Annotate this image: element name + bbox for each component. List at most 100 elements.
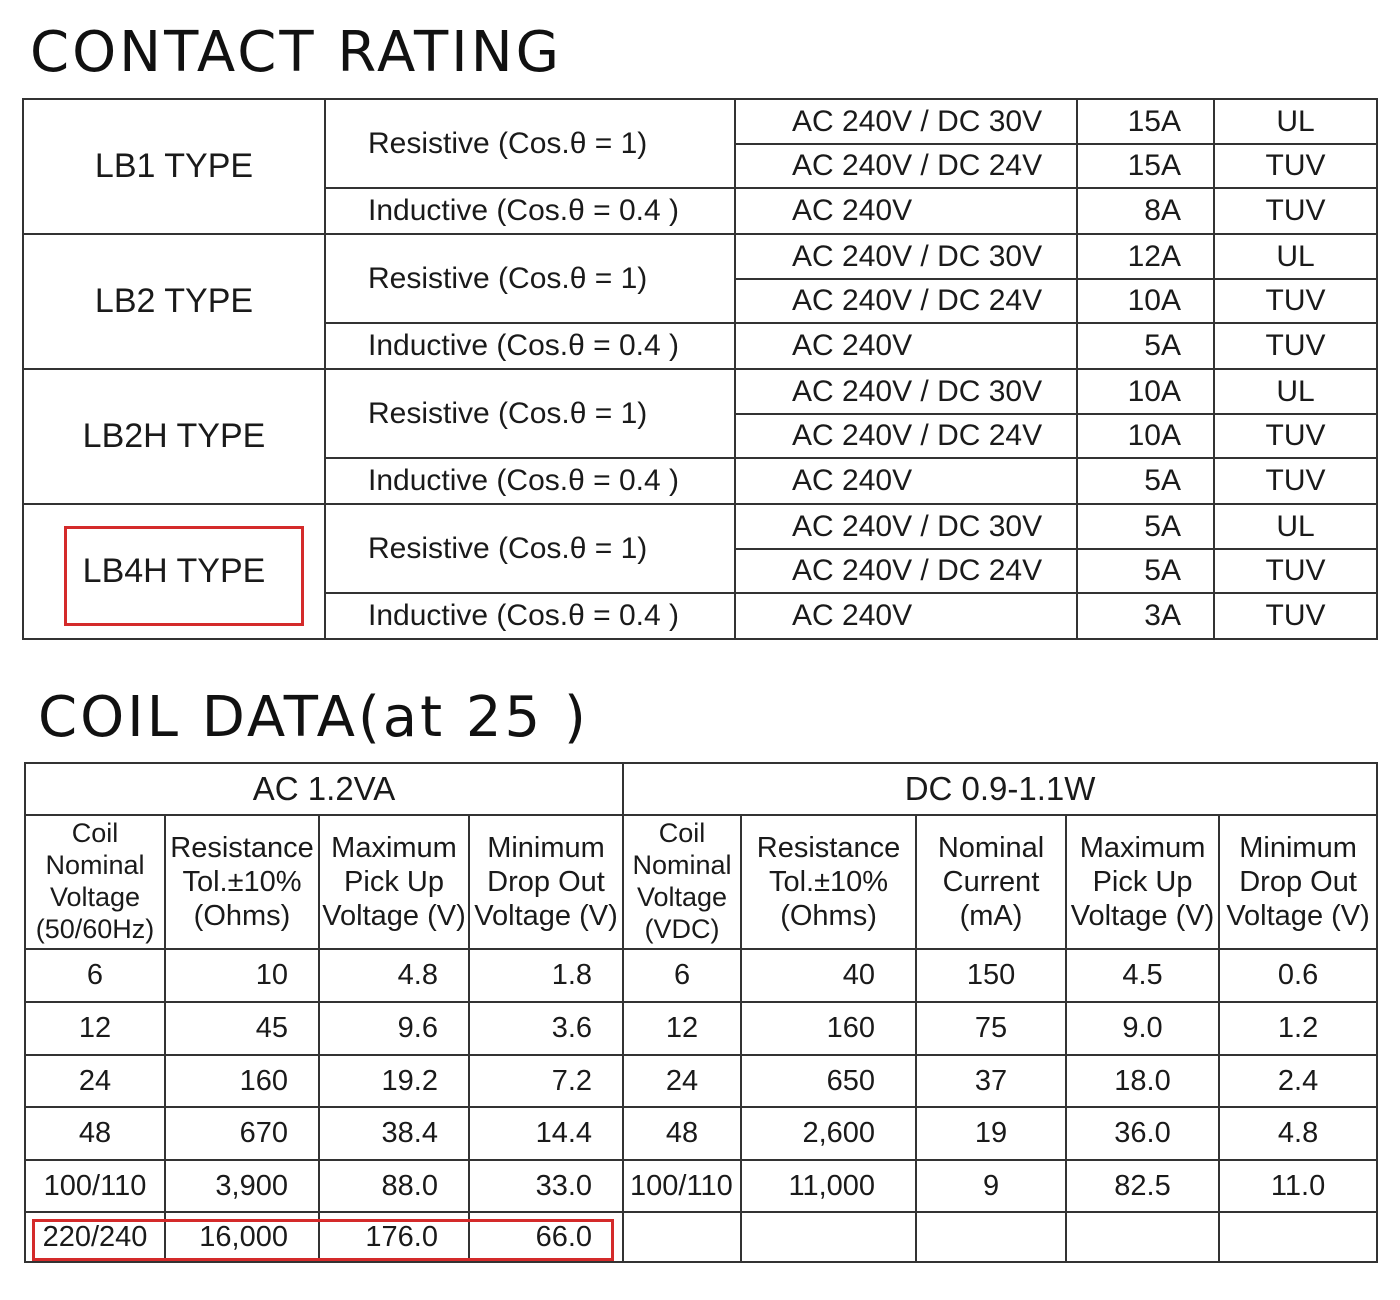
column-header-line: Drop Out	[1239, 865, 1357, 898]
approval-standard-cell: TUV	[1213, 187, 1378, 235]
column-header-line: Nominal	[45, 850, 145, 881]
rated-voltage-cell: AC 240V / DC 30V	[734, 503, 1078, 550]
coil-data-table: AC 1.2VA DC 0.9-1.1W Coil Nominal Voltage (50…	[23, 762, 1379, 1263]
rated-voltage-cell: AC 240V / DC 24V	[734, 143, 1078, 189]
column-header-line: Voltage (V)	[474, 900, 618, 933]
dc-nominal-voltage-cell: 12	[622, 1001, 743, 1056]
contact-row: AC 240V / DC 24V 5A TUV	[23, 548, 1378, 594]
ac-value-cell: 4.8	[318, 948, 470, 1003]
contact-row: AC 240V / DC 24V 10A TUV	[23, 278, 1378, 324]
rated-voltage-cell: AC 240V / DC 24V	[734, 413, 1078, 459]
dc-nominal-voltage-cell	[622, 1211, 743, 1263]
rated-voltage-cell: AC 240V	[734, 322, 1078, 370]
dc-value-cell	[740, 1211, 918, 1263]
rated-current-cell: 15A	[1076, 98, 1215, 145]
rated-current-cell: 10A	[1076, 413, 1215, 459]
column-header-line: Drop Out	[487, 865, 605, 898]
dc-value-cell: 36.0	[1065, 1106, 1221, 1161]
approval-standard-cell: TUV	[1213, 278, 1378, 324]
ac-nominal-voltage-cell: 12	[24, 1001, 166, 1056]
approval-standard-cell: TUV	[1213, 592, 1378, 640]
ac-value-cell: 16,000	[164, 1211, 320, 1263]
column-header-line: (mA)	[959, 900, 1023, 933]
column-header-line: Tol.±10%	[768, 865, 889, 898]
column-header-line: (Ohms)	[780, 900, 877, 933]
column-header: Resistance Tol.±10% (Ohms)	[740, 814, 918, 950]
rated-current-cell: 5A	[1076, 503, 1215, 550]
column-header: Coil Nominal Voltage (VDC)	[622, 814, 743, 950]
inductive-load-label: Inductive (Cos.θ = 0.4 )	[324, 322, 736, 370]
column-header-line: Voltage (V)	[1070, 900, 1215, 933]
coil-data-row: 6 10 4.8 1.8 6 40 150 4.5 0.6	[24, 948, 1379, 1003]
resistive-load-label: Resistive (Cos.θ = 1)	[324, 233, 736, 324]
rated-current-cell: 5A	[1076, 457, 1215, 505]
contact-row: LB4H TYPE Resistive (Cos.θ = 1) AC 240V / …	[22, 503, 1378, 640]
dc-value-cell: 11.0	[1218, 1159, 1379, 1213]
inductive-load-label: Inductive (Cos.θ = 0.4 )	[324, 592, 736, 640]
ac-nominal-voltage-cell: 220/240	[24, 1211, 166, 1263]
ac-value-cell: 9.6	[318, 1001, 470, 1056]
dc-value-cell: 82.5	[1065, 1159, 1221, 1213]
coil-data-row: 100/110 3,900 88.0 33.0 100/110 11,000 9 82.5 11…	[24, 1159, 1379, 1213]
approval-standard-cell: UL	[1213, 368, 1378, 415]
contact-rating-title: CONTACT RATING	[30, 20, 562, 85]
approval-standard-cell: UL	[1213, 233, 1378, 280]
ac-value-cell: 176.0	[318, 1211, 470, 1263]
ac-value-cell: 45	[164, 1001, 320, 1056]
coil-group-header-row: AC 1.2VA DC 0.9-1.1W	[23, 762, 1379, 816]
rated-current-cell: 5A	[1076, 322, 1215, 370]
column-header: Maximum Pick Up Voltage (V)	[318, 814, 470, 950]
approval-standard-cell: UL	[1213, 503, 1378, 550]
coil-data-title: COIL DATA(at 25 )	[38, 685, 589, 750]
dc-value-cell: 9	[915, 1159, 1068, 1213]
coil-data-row: 220/240 16,000 176.0 66.0	[24, 1211, 1379, 1263]
dc-value-cell	[915, 1211, 1068, 1263]
approval-standard-cell: TUV	[1213, 143, 1378, 189]
column-header-line: Nominal	[937, 831, 1045, 864]
dc-nominal-voltage-cell: 48	[622, 1106, 743, 1161]
column-header-line: (VDC)	[644, 913, 720, 944]
inductive-load-label: Inductive (Cos.θ = 0.4 )	[324, 187, 736, 235]
dc-value-cell: 650	[740, 1054, 918, 1108]
rated-voltage-cell: AC 240V / DC 30V	[734, 233, 1078, 280]
approval-standard-cell: TUV	[1213, 322, 1378, 370]
dc-value-cell	[1218, 1211, 1379, 1263]
column-header: Coil Nominal Voltage (50/60Hz)	[24, 814, 166, 950]
column-header-line: Nominal	[632, 850, 732, 881]
contact-row: LB2 TYPE Resistive (Cos.θ = 1) AC 240V / D…	[22, 233, 1378, 370]
dc-value-cell: 150	[915, 948, 1068, 1003]
ac-value-cell: 38.4	[318, 1106, 470, 1161]
ac-value-cell: 160	[164, 1054, 320, 1108]
dc-value-cell: 37	[915, 1054, 1068, 1108]
rated-voltage-cell: AC 240V / DC 30V	[734, 98, 1078, 145]
rated-voltage-cell: AC 240V / DC 30V	[734, 368, 1078, 415]
column-header-line: Coil	[658, 818, 706, 849]
resistive-load-label: Resistive (Cos.θ = 1)	[324, 98, 736, 189]
dc-nominal-voltage-cell: 24	[622, 1054, 743, 1108]
column-header-line: Voltage	[49, 882, 141, 912]
dc-value-cell: 2.4	[1218, 1054, 1379, 1108]
resistive-load-label: Resistive (Cos.θ = 1)	[324, 503, 736, 594]
dc-value-cell: 2,600	[740, 1106, 918, 1161]
ac-value-cell: 1.8	[467, 948, 625, 1003]
ac-value-cell: 33.0	[467, 1159, 625, 1213]
dc-value-cell	[1065, 1211, 1221, 1263]
dc-nominal-voltage-cell: 100/110	[622, 1159, 743, 1213]
dc-value-cell: 19	[915, 1106, 1068, 1161]
column-header-line: Maximum	[1079, 831, 1206, 864]
ac-nominal-voltage-cell: 48	[24, 1106, 166, 1161]
column-header-line: Pick Up	[1092, 865, 1193, 898]
column-header: Minimum Drop Out Voltage (V)	[1218, 814, 1379, 950]
contact-row: Inductive (Cos.θ = 0.4 ) AC 240V 5A TUV	[23, 322, 1378, 370]
ac-nominal-voltage-cell: 100/110	[24, 1159, 166, 1213]
dc-value-cell: 40	[740, 948, 918, 1003]
dc-value-cell: 18.0	[1065, 1054, 1221, 1108]
contact-row: AC 240V / DC 24V 10A TUV	[23, 413, 1378, 459]
ac-nominal-voltage-cell: 6	[24, 948, 166, 1003]
inductive-load-label: Inductive (Cos.θ = 0.4 )	[324, 457, 736, 505]
rated-current-cell: 5A	[1076, 548, 1215, 594]
dc-nominal-voltage-cell: 6	[622, 948, 743, 1003]
column-header-line: Resistance	[756, 831, 901, 864]
column-header-line: Voltage	[636, 882, 728, 912]
coil-data-row: 48 670 38.4 14.4 48 2,600 19 36.0 4.8	[24, 1106, 1379, 1161]
